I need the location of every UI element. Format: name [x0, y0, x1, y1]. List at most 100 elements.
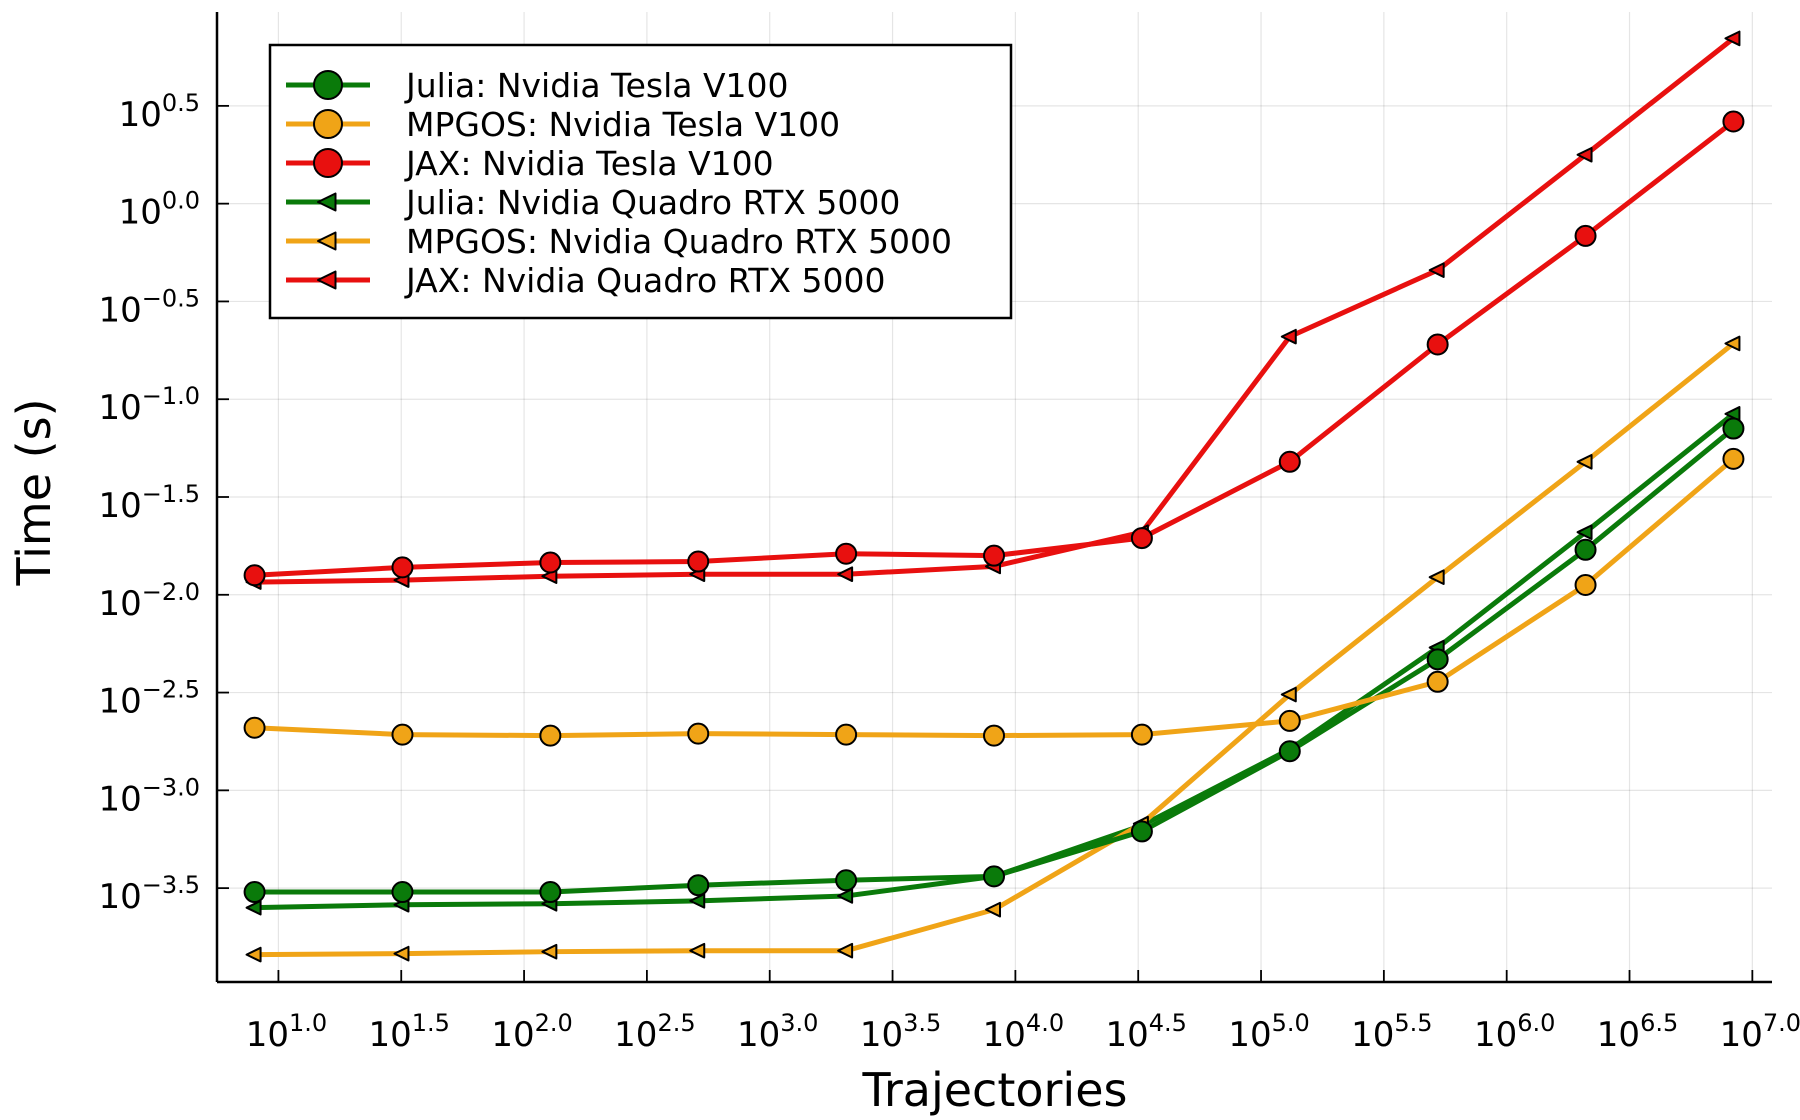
data-point — [1574, 538, 1597, 561]
data-point — [391, 723, 414, 746]
data-point — [1278, 450, 1301, 473]
data-point — [393, 945, 410, 962]
data-point — [687, 722, 710, 745]
x-tick-label: 106.0 — [1474, 1009, 1555, 1055]
series-1 — [243, 417, 1745, 904]
data-point — [687, 874, 710, 897]
y-axis-label: Time (s) — [7, 398, 61, 586]
series-layer — [243, 30, 1745, 963]
legend-label: MPGOS: Nvidia Quadro RTX 5000 — [406, 222, 952, 261]
data-point — [837, 888, 854, 904]
data-point — [245, 899, 262, 916]
data-point — [983, 724, 1006, 747]
legend-label: Julia: Nvidia Quadro RTX 5000 — [404, 183, 900, 222]
axes — [215, 12, 1772, 984]
series-5 — [245, 335, 1741, 963]
legend-entry: MPGOS: Nvidia Quadro RTX 5000 — [286, 222, 952, 261]
data-point — [541, 943, 558, 960]
data-point — [1426, 333, 1449, 356]
x-tick-label: 104.5 — [1105, 1009, 1186, 1055]
data-point — [837, 566, 854, 583]
legend-label: JAX: Nvidia Quadro RTX 5000 — [404, 261, 886, 300]
data-point — [687, 550, 710, 573]
y-tick-label: 100.5 — [119, 89, 200, 135]
x-axis-label: Trajectories — [862, 1063, 1128, 1117]
data-point — [985, 901, 1002, 918]
data-point — [1428, 262, 1445, 278]
data-point — [539, 551, 562, 574]
data-point — [689, 942, 706, 959]
data-point — [835, 869, 858, 892]
data-point — [1426, 648, 1449, 671]
legend-entry: Julia: Nvidia Quadro RTX 5000 — [286, 183, 900, 222]
data-point — [1278, 740, 1301, 763]
data-point — [1722, 417, 1745, 440]
x-tick-label: 106.5 — [1597, 1009, 1678, 1055]
data-point — [243, 881, 266, 904]
data-point — [1574, 574, 1597, 597]
x-tick-label: 107.0 — [1720, 1009, 1800, 1055]
x-tick-label: 103.5 — [860, 1009, 941, 1055]
data-point — [689, 893, 706, 909]
legend-label: MPGOS: Nvidia Tesla V100 — [406, 105, 840, 144]
legend-swatch-marker — [313, 109, 343, 139]
legend-entry: JAX: Nvidia Tesla V100 — [286, 144, 774, 183]
data-point — [1574, 224, 1597, 247]
y-tick-label: 10−3.5 — [98, 871, 200, 917]
legend-swatch-marker — [313, 148, 343, 178]
data-point — [835, 723, 858, 746]
data-point — [1426, 670, 1449, 693]
data-point — [243, 564, 266, 587]
x-tick-label: 101.0 — [246, 1009, 327, 1055]
data-point — [983, 865, 1006, 888]
x-tick-label: 102.0 — [491, 1009, 572, 1055]
legend-swatch-marker — [313, 70, 343, 100]
y-tick-label: 10−1.5 — [98, 480, 200, 526]
data-point — [539, 724, 562, 747]
legend-label: JAX: Nvidia Tesla V100 — [404, 144, 774, 183]
x-tick-label: 104.0 — [983, 1009, 1064, 1055]
data-point — [245, 946, 262, 963]
data-point — [1722, 110, 1745, 133]
x-tick-label: 101.5 — [369, 1009, 450, 1055]
data-point — [1576, 453, 1593, 470]
y-tick-label: 100.0 — [119, 187, 200, 233]
x-tick-labels: 101.0 101.5 102.0 102.5 103.0 103.5 104.0 104.5… — [246, 1009, 1800, 1055]
data-point — [1724, 335, 1741, 352]
legend-entry: Julia: Nvidia Tesla V100 — [286, 66, 789, 105]
data-point — [1576, 146, 1593, 163]
y-tick-label: 10−1.0 — [98, 382, 200, 428]
y-tick-label: 10−0.5 — [98, 284, 200, 330]
data-point — [983, 544, 1006, 567]
legend-entry: JAX: Nvidia Quadro RTX 5000 — [286, 261, 886, 300]
legend-box — [268, 43, 1013, 320]
legend-swatch-marker — [317, 231, 337, 251]
legend-label: Julia: Nvidia Tesla V100 — [404, 66, 789, 105]
x-tick-label: 105.5 — [1351, 1009, 1432, 1055]
legend-entry: MPGOS: Nvidia Tesla V100 — [286, 105, 840, 144]
data-point — [1724, 30, 1741, 47]
data-point — [1724, 406, 1741, 422]
data-point — [1130, 820, 1153, 843]
y-tick-label: 10−2.5 — [98, 676, 200, 722]
data-point — [835, 542, 858, 565]
data-point — [1130, 527, 1153, 550]
y-tick-label: 10−2.0 — [98, 578, 200, 624]
data-point — [1428, 569, 1445, 585]
data-point — [1280, 686, 1297, 703]
x-tick-label: 103.0 — [737, 1009, 818, 1055]
series-3 — [243, 110, 1745, 587]
data-point — [391, 556, 414, 579]
x-tick-label: 102.5 — [614, 1009, 695, 1055]
legend-swatch-marker — [317, 192, 337, 212]
data-point — [1280, 328, 1297, 345]
data-point — [1130, 723, 1153, 746]
data-point — [837, 942, 854, 959]
series-2 — [243, 447, 1745, 747]
data-point — [391, 881, 414, 904]
x-tick-label: 105.0 — [1228, 1009, 1309, 1055]
y-tick-label: 10−3.0 — [98, 773, 200, 819]
data-point — [1576, 524, 1593, 541]
